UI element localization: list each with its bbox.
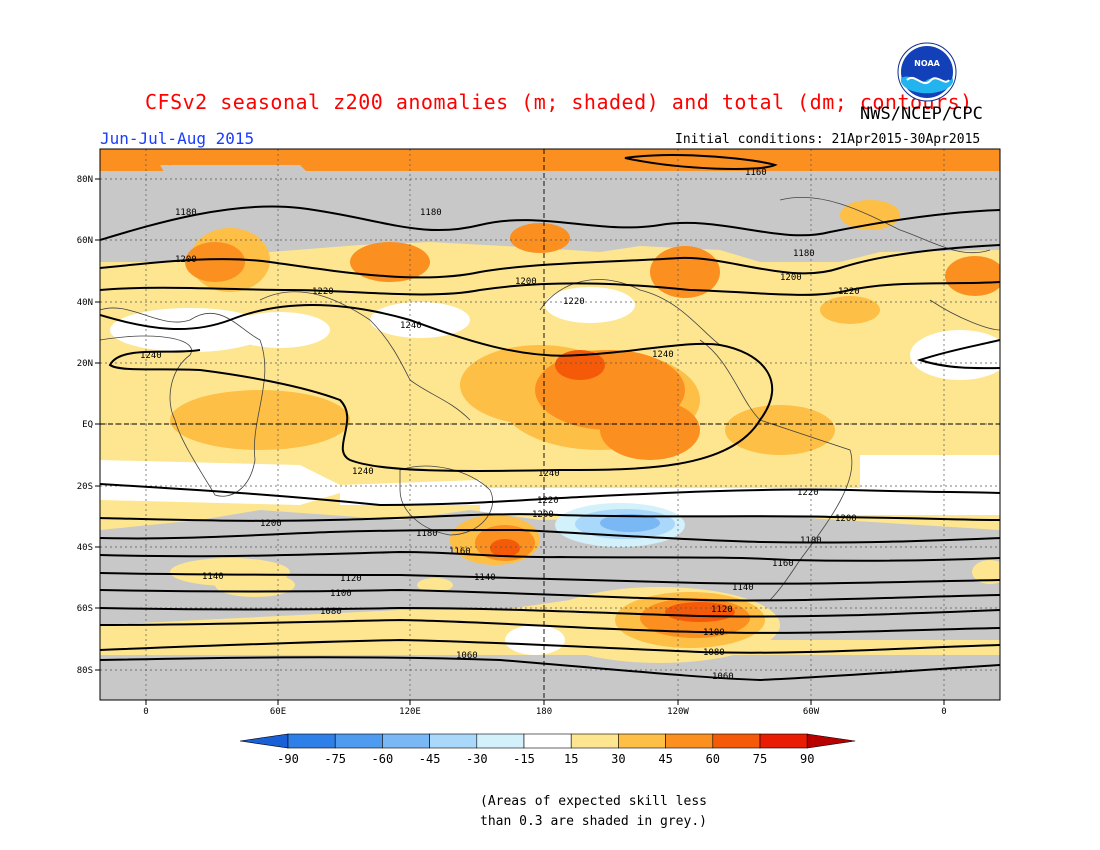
colorbar-label: 45 bbox=[658, 752, 672, 766]
contour-label: 1220 bbox=[312, 287, 334, 297]
contour-label: 1120 bbox=[340, 574, 362, 584]
lon-ticks bbox=[145, 700, 945, 705]
contour-label: 1100 bbox=[703, 628, 725, 638]
colorbar-cell bbox=[476, 733, 525, 749]
contour-label: 1180 bbox=[793, 249, 815, 259]
lon-labels: 0 60E 120E 180 120W 60W 0 bbox=[143, 707, 946, 717]
lon-label: 180 bbox=[536, 707, 552, 717]
lon-label: 0 bbox=[143, 707, 148, 717]
coastlines bbox=[100, 196, 1000, 601]
contour-label: 1080 bbox=[320, 607, 342, 617]
lat-label: EQ bbox=[82, 420, 93, 430]
contour-label: 1060 bbox=[456, 651, 478, 661]
colorbar-label: 90 bbox=[800, 752, 814, 766]
colorbar-label: -60 bbox=[372, 752, 394, 766]
contour-label: 1200 bbox=[780, 273, 802, 283]
colorbar-cell bbox=[712, 733, 761, 749]
contour-label: 1200 bbox=[515, 277, 537, 287]
contour-label: 1180 bbox=[420, 208, 442, 218]
reference-lines bbox=[100, 149, 1000, 700]
colorbar-cell bbox=[523, 733, 572, 749]
contour-label: 1240 bbox=[140, 351, 162, 361]
lat-label: 80N bbox=[77, 175, 93, 185]
contour-label: 1080 bbox=[703, 648, 725, 658]
lon-label: 0 bbox=[941, 707, 946, 717]
contour-label: 1220 bbox=[838, 287, 860, 297]
contour-label: 1160 bbox=[772, 559, 794, 569]
contour-label: 1240 bbox=[352, 467, 374, 477]
lon-label: 60W bbox=[803, 707, 820, 717]
contour-label: 1200 bbox=[260, 519, 282, 529]
colorbar-label: 15 bbox=[564, 752, 578, 766]
colorbar-cell bbox=[287, 733, 336, 749]
lat-ticks bbox=[95, 178, 100, 671]
colorbar-cell bbox=[665, 733, 714, 749]
figure-title: CFSv2 seasonal z200 anomalies (m; shaded… bbox=[145, 90, 973, 114]
lon-label: 60E bbox=[270, 707, 286, 717]
colorbar-label: -90 bbox=[277, 752, 299, 766]
lat-label: 80S bbox=[77, 666, 93, 676]
contour-label: 1180 bbox=[416, 529, 438, 539]
lat-label: 60N bbox=[77, 236, 93, 246]
lon-label: 120E bbox=[399, 707, 421, 717]
contour-label: 1200 bbox=[175, 255, 197, 265]
logo-text: NOAA bbox=[914, 59, 940, 68]
agency-label: NWS/NCEP/CPC bbox=[860, 104, 983, 124]
colorbar-label: 75 bbox=[753, 752, 767, 766]
skill-note: (Areas of expected skill less than 0.3 a… bbox=[480, 792, 707, 832]
contour-label: 1160 bbox=[745, 168, 767, 178]
contour-label: 1140 bbox=[732, 583, 754, 593]
contour-label: 1220 bbox=[563, 297, 585, 307]
colorbar-label: 30 bbox=[611, 752, 625, 766]
contour-label: 1140 bbox=[202, 572, 224, 582]
lat-label: 20S bbox=[77, 482, 93, 492]
contour-label: 1240 bbox=[652, 350, 674, 360]
contour-label: 1200 bbox=[835, 514, 857, 524]
noaa-logo-icon: NOAA bbox=[897, 42, 957, 102]
colorbar-label: 60 bbox=[706, 752, 720, 766]
contour-label: 1220 bbox=[537, 496, 559, 506]
lon-label: 120W bbox=[667, 707, 689, 717]
contour-label: 1160 bbox=[449, 547, 471, 557]
colorbar-cell bbox=[334, 733, 383, 749]
colorbar-cell bbox=[429, 733, 478, 749]
colorbar-cell bbox=[382, 733, 430, 749]
lat-label: 40N bbox=[77, 298, 93, 308]
lat-label: 20N bbox=[77, 359, 93, 369]
skill-note-line: than 0.3 are shaded in grey.) bbox=[480, 814, 707, 829]
lat-label: 60S bbox=[77, 604, 93, 614]
contour-label: 1100 bbox=[330, 589, 352, 599]
height-contours bbox=[100, 154, 1000, 682]
skill-note-line: (Areas of expected skill less bbox=[480, 794, 707, 809]
colorbar-cell bbox=[759, 733, 808, 749]
colorbar-cell bbox=[570, 733, 619, 749]
contour-label: 1140 bbox=[474, 573, 496, 583]
colorbar: -90 -75 -60 -45 -30 -15 15 30 45 60 75 90 bbox=[239, 733, 856, 766]
lat-labels: 80N 60N 40N 20N EQ 20S 40S 60S 80S bbox=[77, 175, 93, 676]
gridlines bbox=[100, 149, 1000, 700]
contour-label: 1060 bbox=[712, 672, 734, 682]
initial-conditions: Initial conditions: 21Apr2015-30Apr2015 bbox=[675, 132, 981, 147]
lat-label: 40S bbox=[77, 543, 93, 553]
colorbar-arrow-right bbox=[806, 733, 856, 749]
contour-label: 1240 bbox=[400, 321, 422, 331]
contour-label: 1220 bbox=[797, 488, 819, 498]
contour-labels: 1160 1180 1180 1180 1200 1200 1200 1220 … bbox=[140, 168, 860, 682]
contour-label: 1120 bbox=[711, 605, 733, 615]
anomaly-shading bbox=[100, 149, 1000, 700]
contour-label: 1200 bbox=[532, 510, 554, 520]
contour-label: 1180 bbox=[800, 536, 822, 546]
contour-label: 1240 bbox=[538, 469, 560, 479]
forecast-period: Jun-Jul-Aug 2015 bbox=[100, 129, 255, 148]
colorbar-label: -15 bbox=[513, 752, 535, 766]
colorbar-arrow-left bbox=[239, 733, 289, 749]
colorbar-label: -30 bbox=[466, 752, 488, 766]
colorbar-label: -75 bbox=[324, 752, 346, 766]
colorbar-cell bbox=[618, 733, 666, 749]
colorbar-label: -45 bbox=[419, 752, 441, 766]
contour-label: 1180 bbox=[175, 208, 197, 218]
